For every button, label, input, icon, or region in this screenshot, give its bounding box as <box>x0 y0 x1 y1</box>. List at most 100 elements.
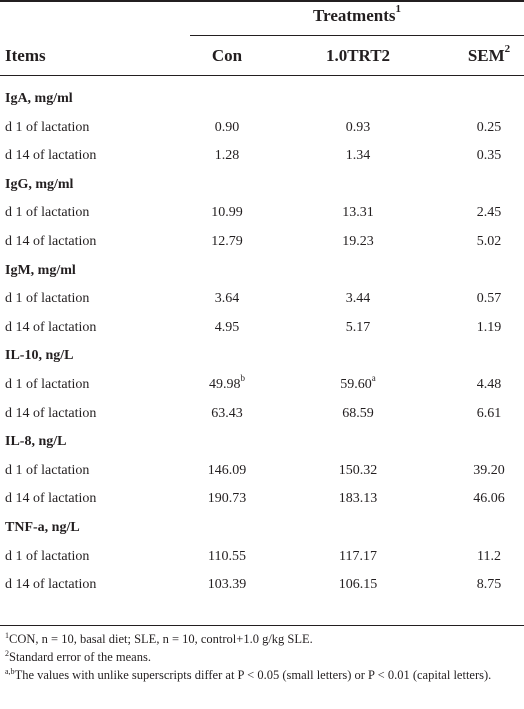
sem-value: 5.02 <box>476 233 502 249</box>
row-label: d 14 of lactation <box>5 577 97 593</box>
sem-value: 39.20 <box>473 462 505 478</box>
trt-value: 13.31 <box>342 205 374 221</box>
table-row: d 14 of lactation 1.28 1.34 0.35 <box>0 143 524 172</box>
table-row: d 1 of lactation 146.09 150.32 39.20 <box>0 458 524 487</box>
sem-value-cell: 39.20 <box>454 463 524 479</box>
table-row: d 14 of lactation 12.79 19.23 5.02 <box>0 229 524 258</box>
row-label: d 1 of lactation <box>5 291 90 307</box>
sem-value-cell: 4.48 <box>454 377 524 393</box>
sem-value: 11.2 <box>477 548 501 564</box>
row-label: d 1 of lactation <box>5 548 90 564</box>
section-label: IgG, mg/ml <box>5 176 74 192</box>
section-header-row: IL-8, ng/L <box>0 429 524 458</box>
trt-value-cell: 0.93 <box>308 120 408 136</box>
row-label: d 14 of lactation <box>5 148 97 164</box>
trt-value: 117.17 <box>339 548 377 564</box>
footnote: 1CON, n = 10, basal diet; SLE, n = 10, c… <box>5 630 520 648</box>
con-value: 110.55 <box>208 548 246 564</box>
section-label: TNF-a, ng/L <box>5 519 80 535</box>
sem-value-cell: 6.61 <box>454 406 524 422</box>
con-value-cell: 63.43 <box>190 406 264 422</box>
table-body: IgA, mg/ml d 1 of lactation 0.90 0.93 0.25 d … <box>0 86 524 601</box>
table-row: d 1 of lactation 0.90 0.93 0.25 <box>0 115 524 144</box>
footnote: a,bThe values with unlike superscripts d… <box>5 666 520 684</box>
section-header-row: IgG, mg/ml <box>0 172 524 201</box>
con-value-cell: 3.64 <box>190 291 264 307</box>
items-column-header: Items <box>5 46 46 65</box>
sem-value-cell: 0.35 <box>454 148 524 164</box>
con-value-cell: 0.90 <box>190 120 264 136</box>
trt-value-cell: 68.59 <box>308 406 408 422</box>
section-label: IgM, mg/ml <box>5 262 76 278</box>
footnote-text: CON, n = 10, basal diet; SLE, n = 10, co… <box>9 632 313 646</box>
footnote: 2Standard error of the means. <box>5 648 520 666</box>
section-header-row: IL-10, ng/L <box>0 343 524 372</box>
con-value-cell: 4.95 <box>190 320 264 336</box>
sem-value: 6.61 <box>476 405 502 421</box>
trt-value: 183.13 <box>338 491 378 507</box>
trt-value: 19.23 <box>342 233 374 249</box>
trt-value-cell: 3.44 <box>308 291 408 307</box>
footnote-marker: a,b <box>5 666 15 676</box>
con-value-cell: 1.28 <box>190 148 264 164</box>
con-value: 12.79 <box>211 233 243 249</box>
sem-value: 4.48 <box>476 376 502 392</box>
sem-column-header: SEM2 <box>467 43 511 65</box>
sem-value: 0.35 <box>476 148 502 164</box>
sem-value-cell: 11.2 <box>454 549 524 565</box>
con-value: 0.90 <box>214 119 240 135</box>
sem-value: 0.25 <box>476 119 502 135</box>
con-value-cell: 110.55 <box>190 549 264 565</box>
con-value-cell: 103.39 <box>190 577 264 593</box>
sem-value-cell: 8.75 <box>454 577 524 593</box>
con-value: 49.98 <box>209 376 241 392</box>
row-label: d 1 of lactation <box>5 376 90 392</box>
row-label: d 1 of lactation <box>5 462 90 478</box>
sem-value-cell: 2.45 <box>454 205 524 221</box>
table-row: d 14 of lactation 190.73 183.13 46.06 <box>0 486 524 515</box>
section-header-row: IgA, mg/ml <box>0 86 524 115</box>
trt-value: 68.59 <box>342 405 374 421</box>
row-label: d 14 of lactation <box>5 319 97 335</box>
con-significance-superscript: b <box>240 373 246 384</box>
con-value: 63.43 <box>211 405 243 421</box>
sem-value: 2.45 <box>476 205 502 221</box>
trt-value-cell: 106.15 <box>308 577 408 593</box>
trt-value-cell: 117.17 <box>308 549 408 565</box>
sem-value: 1.19 <box>476 319 502 335</box>
table-row: d 1 of lactation 49.98b 59.60a 4.48 <box>0 372 524 401</box>
con-value: 103.39 <box>207 577 247 593</box>
trt-column-header: 1.0TRT2 <box>325 46 391 65</box>
table-top-rule <box>0 0 524 2</box>
trt-value: 1.34 <box>345 148 371 164</box>
trt-value-cell: 1.34 <box>308 148 408 164</box>
trt-value-cell: 19.23 <box>308 234 408 250</box>
section-label: IgA, mg/ml <box>5 91 73 106</box>
con-value: 146.09 <box>207 462 247 478</box>
section-label: IL-10, ng/L <box>5 348 74 364</box>
con-value: 3.64 <box>214 291 240 307</box>
treatments-underline <box>190 35 524 36</box>
con-value-cell: 12.79 <box>190 234 264 250</box>
table-row: d 1 of lactation 110.55 117.17 11.2 <box>0 544 524 573</box>
sem-value-cell: 5.02 <box>454 234 524 250</box>
trt-value: 106.15 <box>338 577 378 593</box>
section-header-row: IgM, mg/ml <box>0 258 524 287</box>
treatments-header: Treatments1 <box>313 3 401 25</box>
con-column-header: Con <box>211 46 243 65</box>
trt-value: 0.93 <box>345 119 371 135</box>
row-label: d 14 of lactation <box>5 405 97 421</box>
footnote-text: Standard error of the means. <box>9 650 151 664</box>
footnote-text: The values with unlike superscripts diff… <box>14 668 492 682</box>
trt-value-cell: 183.13 <box>308 491 408 507</box>
con-value-cell: 190.73 <box>190 491 264 507</box>
trt-significance-superscript: a <box>371 373 376 384</box>
row-label: d 1 of lactation <box>5 205 90 221</box>
con-value: 1.28 <box>214 148 240 164</box>
table-bottom-rule <box>0 625 524 626</box>
section-label: IL-8, ng/L <box>5 434 67 450</box>
header-bottom-rule <box>0 75 524 76</box>
trt-value-cell: 59.60a <box>308 374 408 393</box>
trt-value: 3.44 <box>345 291 371 307</box>
sem-value-cell: 0.25 <box>454 120 524 136</box>
